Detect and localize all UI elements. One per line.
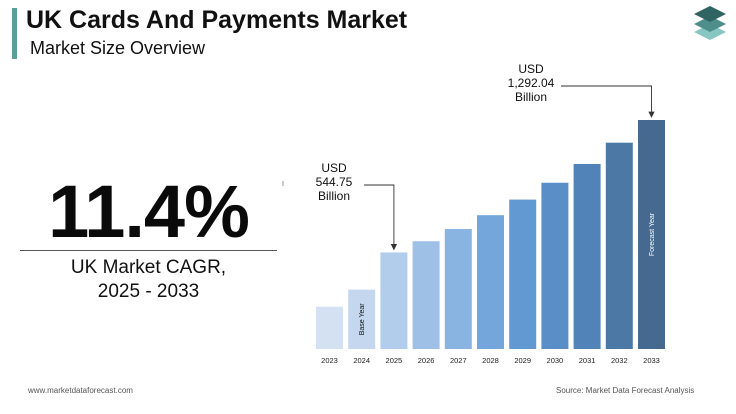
annotation-2-line-0: USD xyxy=(321,161,347,175)
footer-website: www.marketdataforecast.com xyxy=(28,386,133,395)
year-label-2031: 2031 xyxy=(579,356,596,365)
cagr-divider xyxy=(20,250,277,251)
year-label-2033: 2033 xyxy=(643,356,660,365)
annotation-2-line-1: 544.75 xyxy=(316,175,353,189)
year-label-2023: 2023 xyxy=(321,356,338,365)
year-label-2030: 2030 xyxy=(547,356,564,365)
year-label-2028: 2028 xyxy=(482,356,499,365)
bar-2030 xyxy=(541,182,569,349)
year-labels-group: 2023 2024 2025 2026 2027 2028 2029 2030 2031 2032… xyxy=(321,356,660,365)
bar-2032 xyxy=(605,142,633,349)
cagr-value: 11.4% xyxy=(48,170,250,253)
annotation-10-line-2: Billion xyxy=(515,90,547,104)
year-label-2029: 2029 xyxy=(514,356,531,365)
page-title: UK Cards And Payments Market xyxy=(26,6,408,34)
bar-2025 xyxy=(380,252,408,349)
bar-2026 xyxy=(412,241,440,349)
bars-group xyxy=(316,120,665,349)
bar-2027 xyxy=(444,229,472,349)
cagr-label-line1: UK Market CAGR, xyxy=(70,257,227,278)
year-label-2027: 2027 xyxy=(450,356,467,365)
annotation-10-line-0: USD xyxy=(518,62,544,76)
year-label-2024: 2024 xyxy=(353,356,370,365)
bar-label-base-year: Base Year xyxy=(359,303,366,336)
logo-layer-middle xyxy=(694,16,726,32)
bar-2033 xyxy=(638,120,665,349)
bar-labels-group: Base Year Forecast Year xyxy=(359,212,656,335)
annotation-10-line-1: 1,292.04 xyxy=(508,76,555,90)
annotation-arrow-2 xyxy=(364,184,398,251)
logo-layer-top xyxy=(694,6,726,22)
bar-2024 xyxy=(348,289,376,349)
brand-logo-icon xyxy=(694,6,726,40)
title-accent-bar xyxy=(12,8,17,59)
year-label-2026: 2026 xyxy=(418,356,435,365)
bar-2023 xyxy=(316,306,343,349)
annotation-arrow-10 xyxy=(561,85,655,118)
bar-label-forecast-year: Forecast Year xyxy=(649,212,656,256)
bar-2029 xyxy=(509,199,537,349)
page-subtitle: Market Size Overview xyxy=(30,38,206,58)
cagr-label: UK Market CAGR, 2025 - 2033 xyxy=(20,256,277,304)
cagr-label-line2: 2025 - 2033 xyxy=(97,281,200,302)
bar-2028 xyxy=(477,215,504,349)
bar-2031 xyxy=(573,163,601,349)
year-label-2032: 2032 xyxy=(611,356,628,365)
annotation-2-line-2: Billion xyxy=(318,189,350,203)
footer-source: Source: Market Data Forecast Analysis xyxy=(556,386,695,395)
year-label-2025: 2025 xyxy=(386,356,403,365)
